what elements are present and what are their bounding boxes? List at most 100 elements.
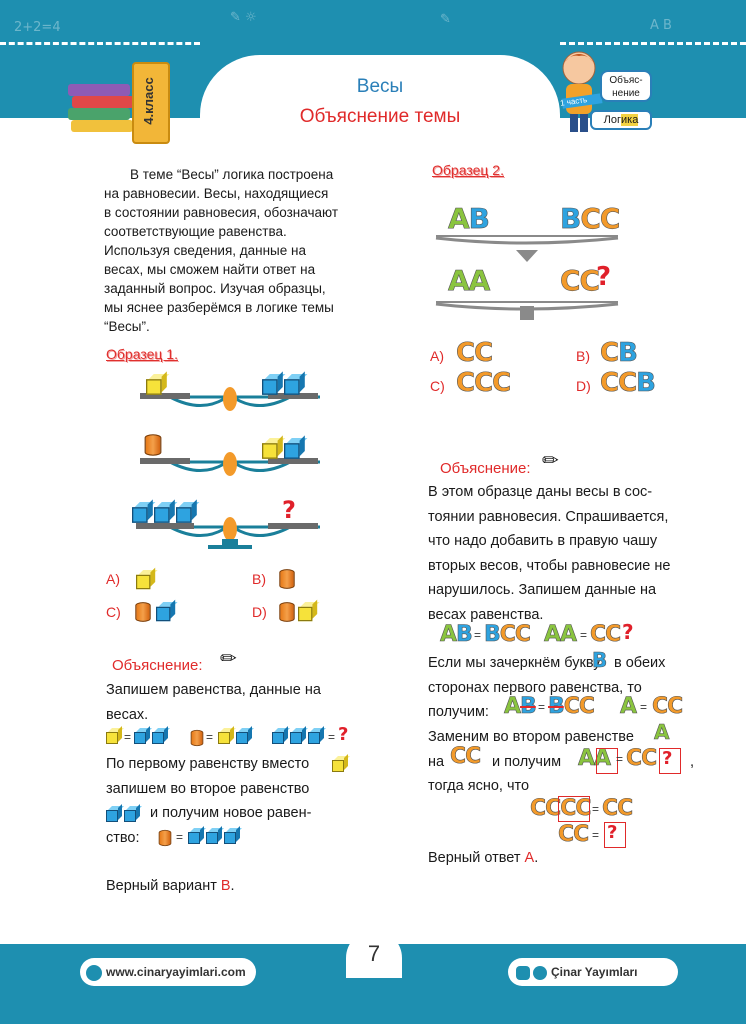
blue-cube	[154, 499, 178, 523]
equals-sign: =	[206, 730, 214, 744]
explanation-line: Если мы зачеркнём букву	[428, 651, 600, 676]
pencil-badge	[132, 62, 170, 144]
explanation-line: получим:	[428, 704, 489, 720]
orange-cylinder	[279, 569, 295, 589]
answer-period: .	[534, 850, 539, 866]
sample-1-label: Образец 1.	[106, 346, 178, 362]
logic-tag-a: Лог	[603, 114, 622, 126]
explanation-2-label: Объяснение:	[440, 460, 531, 477]
explanation-line: тоянии равновесия. Спрашивается,	[428, 508, 669, 525]
yellow-cube	[218, 726, 236, 744]
page-subtitle: Объяснение темы	[299, 106, 461, 127]
explanation-line: на	[428, 754, 445, 770]
result-left: A	[620, 694, 638, 720]
intro-paragraph: В теме “Весы” логика построена на равнов…	[104, 165, 384, 336]
explanation-line: и получим	[492, 754, 562, 770]
option-d-label: D)	[252, 604, 267, 620]
crossed-equation-left: AB	[504, 694, 537, 720]
brand-name: Çinar Yayımları	[551, 965, 638, 979]
yellow-cube	[136, 567, 158, 590]
equals-sign: =	[328, 730, 336, 744]
scale-2-right: CC	[560, 264, 601, 298]
equals-sign: =	[580, 628, 588, 642]
equals-sign: =	[538, 700, 546, 714]
equation-right: CC	[590, 622, 622, 648]
intro-line: в состоянии равновесия, обозначают	[104, 205, 339, 220]
letter-b: B	[592, 648, 608, 673]
scale-1-right: BCC	[560, 202, 621, 236]
question-box	[659, 748, 681, 774]
orange-cylinder	[144, 434, 162, 456]
question-mark: ?	[596, 262, 612, 292]
website-link[interactable]: www.cinaryayimlari.com	[106, 965, 246, 979]
explanation-line: тогда ясно, что	[428, 778, 530, 794]
final-left-2: CC	[558, 822, 590, 848]
explanation-tag: Объяс- нение	[600, 70, 652, 102]
brand-pill[interactable]: Çinar Yayımları	[508, 958, 678, 986]
logic-tag: Логика	[590, 110, 652, 130]
orange-cylinder	[158, 829, 172, 847]
explanation-line: По первому равенству вместо	[106, 756, 310, 772]
balance-scale-2	[435, 301, 619, 320]
blue-cube	[308, 726, 326, 744]
grade-label: 4.класс	[140, 77, 156, 125]
equals-sign: =	[592, 828, 600, 842]
comma: ,	[690, 754, 695, 770]
intro-line: мы яснее разберёмся в логике темы	[104, 300, 334, 315]
option-a-label: A)	[106, 571, 120, 587]
blue-cube	[188, 826, 206, 844]
question-mark: ?	[282, 496, 296, 524]
explanation-line: нарушилось. Запишем данные на	[428, 582, 657, 598]
intro-line: соответствующие равенства.	[104, 224, 287, 239]
logic-tag-b: ика	[621, 114, 639, 126]
question-mark: ?	[607, 822, 618, 843]
page-title: Весы	[356, 76, 404, 97]
pencil-doodle: ✎	[440, 12, 451, 27]
highlight-box	[558, 796, 590, 822]
instagram-icon[interactable]	[516, 965, 530, 980]
balance-scale-1	[140, 387, 320, 411]
equals-sign: =	[616, 752, 624, 766]
dashed-line-right	[560, 42, 746, 45]
explanation-1-label: Объяснение:	[112, 657, 203, 674]
explanation-line: сторонах первого равенства, то	[428, 680, 642, 696]
answer-letter: B	[220, 878, 231, 894]
balance-scales-sample-2	[435, 235, 619, 320]
equation-left: AB	[440, 622, 473, 648]
option-d-value: CCB	[600, 368, 657, 399]
title-card	[200, 55, 560, 155]
explanation-line: что надо добавить в правую чашу	[428, 533, 658, 549]
equals-sign: =	[592, 802, 600, 816]
equals-sign: =	[640, 700, 648, 714]
orange-cylinder	[135, 602, 151, 622]
letter-doodle: A B	[650, 18, 672, 33]
explanation-line: весах.	[106, 706, 149, 723]
blue-cube	[290, 726, 308, 744]
pencil-mascot-icon: ✏	[220, 648, 237, 670]
sample-2-label: Образец 2.	[432, 162, 504, 178]
yellow-cube	[332, 754, 350, 772]
intro-line: В теме “Весы” логика построена	[130, 167, 334, 182]
option-b-label: B)	[252, 571, 266, 587]
page-number: 7	[346, 930, 402, 978]
kid-mascot-icon	[554, 44, 604, 136]
crossed-equation-right: BCC	[548, 694, 596, 720]
question-mark: ?	[338, 724, 349, 745]
facebook-icon[interactable]	[533, 965, 547, 980]
option-b-value: CB	[600, 338, 639, 369]
equals-sign: =	[124, 730, 132, 744]
equation-left: AA	[544, 622, 578, 648]
scale-1-left: AB	[448, 202, 491, 236]
option-d-label: D)	[576, 378, 591, 394]
equation-right: BCC	[484, 622, 532, 648]
blue-cube	[124, 804, 142, 822]
answer-text: Верный вариант	[106, 878, 221, 894]
website-pill[interactable]: www.cinaryayimlari.com	[80, 958, 256, 986]
answer-letter: A	[524, 850, 535, 866]
intro-line: на равновесии. Весы, находящиеся	[104, 186, 329, 201]
explanation-line: Запишем равенства, данные на	[106, 682, 321, 698]
blue-cube	[272, 726, 290, 744]
yellow-cube	[106, 726, 124, 744]
intro-line: заданный вопрос. Изучая образцы,	[104, 281, 326, 296]
answer-text: Верный ответ	[428, 850, 525, 866]
